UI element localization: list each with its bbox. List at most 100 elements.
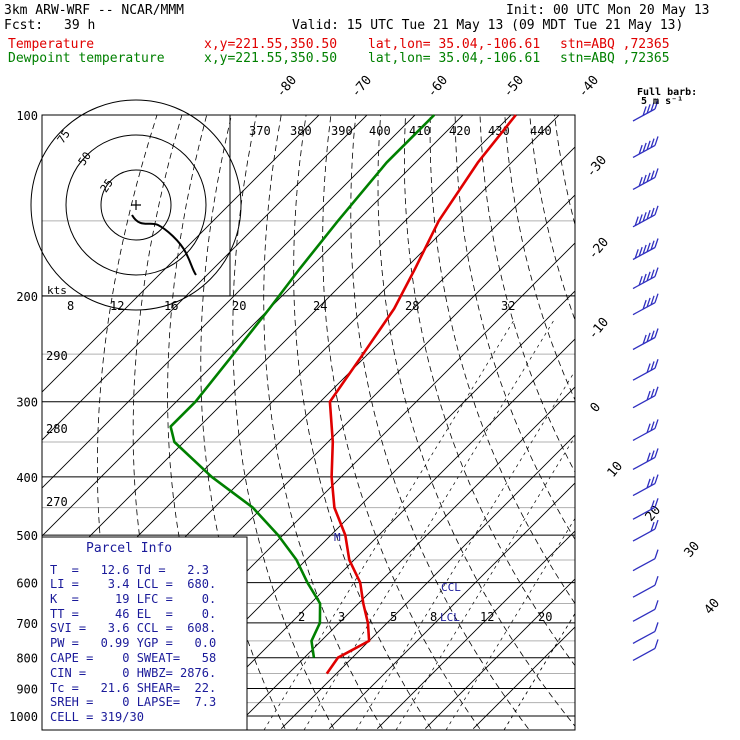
isotherm-tick-label: -40: [576, 73, 603, 101]
mixing-ratio-line: [355, 370, 575, 730]
hodograph-trace: [131, 214, 197, 276]
dry-adiabat-line: [504, 115, 575, 401]
isotherm-tick-label: -20: [586, 235, 613, 263]
fcst-value: 39 h: [64, 18, 96, 33]
dry-adiabat-line: [232, 115, 335, 729]
theta-tick-label: 390: [331, 124, 353, 138]
isotherm-line: [42, 115, 368, 441]
dry-adiabat-line: [403, 115, 575, 667]
temperature-stn: stn=ABQ ,72365: [560, 37, 670, 52]
wind-barb: [632, 99, 659, 122]
isotherm-tick-label: -10: [586, 315, 613, 343]
dry-adiabat-line: [377, 115, 575, 727]
theta-tick-label: 270: [46, 495, 68, 509]
isotherm-line: [424, 578, 575, 730]
temperature-profile-line: [325, 114, 517, 675]
isotherm-line: [42, 115, 416, 489]
level-annotation: LCL: [440, 611, 460, 624]
theta-tick-label: 440: [530, 124, 552, 138]
wind-barb: [632, 267, 659, 290]
wind-barb: [632, 576, 659, 598]
theta-tick-label: 400: [369, 124, 391, 138]
mixing-ratio-label: 8: [67, 299, 74, 313]
temperature-legend: Temperature: [8, 37, 95, 52]
isotherm-line: [232, 386, 575, 730]
hodograph-ring: [30, 99, 242, 311]
isotherm-line: [42, 115, 320, 393]
dry-adiabat-line: [579, 115, 740, 729]
mixing-ratio-line: [303, 319, 555, 730]
dry-adiabat-line: [454, 115, 575, 541]
wind-barb: [632, 448, 659, 471]
parcel-row: TT = 46 EL = 0.: [50, 607, 216, 621]
fcst-label: Fcst:: [4, 18, 44, 33]
hodograph-ring-label-75: 75: [55, 128, 73, 146]
dewpoint-latlon: lat,lon= 35.04,-106.61: [368, 51, 541, 66]
wind-barb: [632, 386, 659, 409]
parcel-info-title: Parcel Info: [86, 541, 172, 556]
pressure-tick-label: 1000: [9, 710, 38, 724]
plot-frame: [41, 114, 576, 731]
wind-barb: [632, 600, 659, 622]
dry-adiabat-line: [293, 115, 432, 729]
hodograph-unit-label: kts: [47, 284, 67, 297]
isotherm-line: [472, 626, 575, 730]
wind-barb: [632, 359, 659, 381]
wind-barb: [632, 549, 659, 572]
theta-tick-label: 290: [46, 349, 68, 363]
temperature-xy: x,y=221.55,350.50: [204, 37, 338, 52]
parcel-row: CIN = 0 HWBZ= 2876.: [50, 666, 216, 680]
mixing-ratio-label: 20: [232, 299, 246, 313]
wind-barb: [632, 205, 659, 228]
pressure-tick-label: 400: [16, 471, 38, 485]
isotherm-tick-label: -80: [274, 73, 301, 101]
mixing-ratio-label: 12: [480, 610, 494, 624]
wind-barb: [632, 238, 659, 261]
hodograph: kts 25 50 75: [30, 99, 242, 311]
theta-tick-label: 280: [46, 422, 68, 436]
parcel-info-box: [41, 536, 248, 731]
parcel-row: SVI = 3.6 CCL = 608.: [50, 621, 216, 635]
wind-barb: [632, 622, 659, 644]
full-barb-units: 5 m s⁻¹: [641, 96, 683, 107]
wind-barb: [632, 328, 659, 351]
isotherm-line: [280, 434, 575, 730]
isotherm-tick-label: 20: [643, 503, 665, 525]
theta-tick-label: 370: [249, 124, 271, 138]
mixing-ratio-label: 20: [538, 610, 552, 624]
pressure-tick-label: 100: [16, 109, 38, 123]
init-time: Init: 00 UTC Mon 20 May 13: [506, 3, 710, 18]
mixing-ratio-label: 24: [313, 299, 327, 313]
dry-adiabat-line: [554, 115, 575, 227]
wind-barb: [632, 168, 659, 191]
isotherm-line: [376, 530, 575, 730]
pressure-tick-label: 600: [16, 577, 38, 591]
dewpoint-stn: stn=ABQ ,72365: [560, 51, 670, 66]
mixing-ratio-label: 3: [338, 610, 345, 624]
hodograph-ring: [65, 134, 207, 276]
level-annotation: M: [334, 531, 341, 544]
wind-barb: [632, 419, 659, 441]
isotherm-line: [42, 115, 512, 585]
dry-adiabat-line: [322, 115, 481, 729]
dry-adiabat-line: [263, 115, 383, 729]
parcel-row: PW = 0.99 YGP = 0.0: [50, 636, 216, 650]
theta-tick-label: 380: [290, 124, 312, 138]
parcel-row: Tc = 21.6 SHEAR= 22.: [50, 681, 216, 695]
mixing-ratio-label: 8: [430, 610, 437, 624]
parcel-row: K = 19 LFC = 0.: [50, 592, 216, 606]
mixing-ratio-label: 32: [501, 299, 515, 313]
pressure-tick-label: 900: [16, 682, 38, 696]
isotherm-tick-label: 30: [682, 539, 704, 561]
isotherm-line: [42, 115, 464, 537]
hodograph-frame: [41, 114, 231, 297]
wind-barb: [632, 474, 659, 497]
isotherm-tick-label: 10: [605, 459, 627, 481]
pressure-tick-label: 700: [16, 617, 38, 631]
wind-barb: [632, 498, 659, 520]
dewpoint-profile-line: [169, 114, 436, 658]
wind-barb: [632, 136, 659, 159]
isotherm-tick-label: -30: [584, 153, 611, 181]
mixing-ratio-line: [395, 435, 575, 730]
